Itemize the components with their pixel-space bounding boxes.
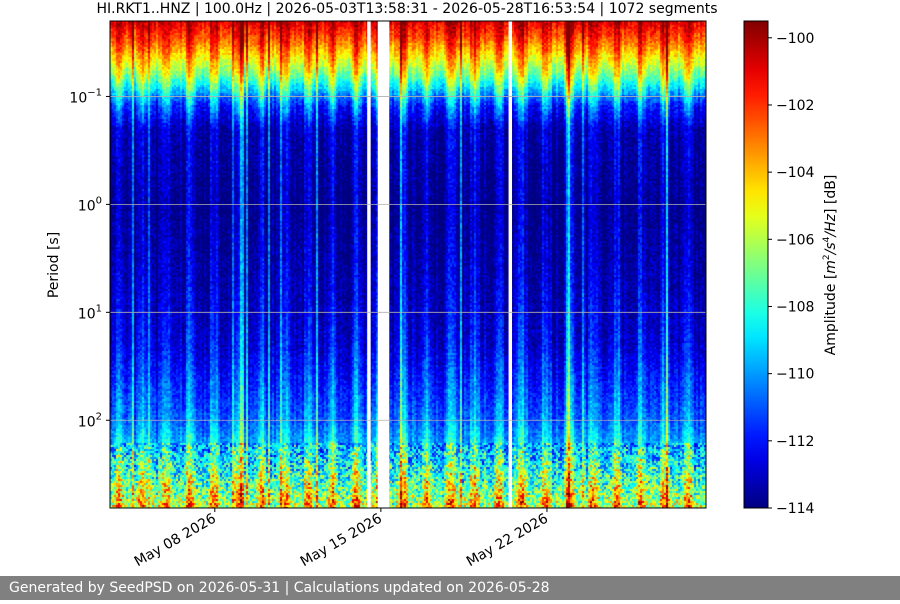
grid-lines (110, 96, 706, 421)
chart-title: HI.RKT1..HNZ | 100.0Hz | 2026-05-03T13:5… (97, 1, 718, 17)
y-tick-label: 10−1 (69, 87, 102, 106)
colorbar-tick-label: −106 (776, 232, 815, 248)
data-gap (377, 21, 390, 508)
y-axis-label: Period [s] (46, 232, 62, 298)
spectrogram-plot-area (110, 21, 706, 508)
x-axis-ticks: May 08 2026 May 15 2026 May 22 2026 (132, 508, 551, 570)
x-tick-label: May 08 2026 (132, 511, 219, 571)
colorbar-tick-label: −104 (776, 165, 815, 181)
plot-frame (109, 20, 707, 509)
colorbar-label: Amplitude [m2/s4/Hz] [dB] (822, 175, 839, 356)
data-gap (508, 21, 513, 508)
colorbar-tick-label: −114 (776, 501, 815, 517)
x-tick-label: May 22 2026 (464, 511, 551, 571)
y-tick-label: 101 (78, 303, 102, 322)
colorbar-tick-label: −100 (776, 31, 814, 47)
colorbar-ticks: −100 −102 −104 −106 −108 −110 −112 −114 (768, 31, 815, 517)
y-tick-label: 102 (78, 411, 102, 430)
data-gap (367, 21, 371, 508)
colorbar-tick-label: −102 (776, 98, 814, 114)
colorbar-tick-label: −110 (776, 367, 814, 383)
data-gaps (367, 21, 513, 508)
colorbar (743, 20, 769, 509)
footer-bar: Generated by SeedPSD on 2026-05-31 | Cal… (0, 576, 900, 600)
y-tick-label: 100 (78, 195, 102, 214)
colorbar-tick-label: −108 (776, 299, 814, 315)
y-axis-ticks: 10−1 100 101 102 (69, 87, 110, 430)
colorbar-tick-label: −112 (776, 434, 814, 450)
footer-text: Generated by SeedPSD on 2026-05-31 | Cal… (9, 580, 550, 596)
x-tick-label: May 15 2026 (298, 511, 385, 571)
